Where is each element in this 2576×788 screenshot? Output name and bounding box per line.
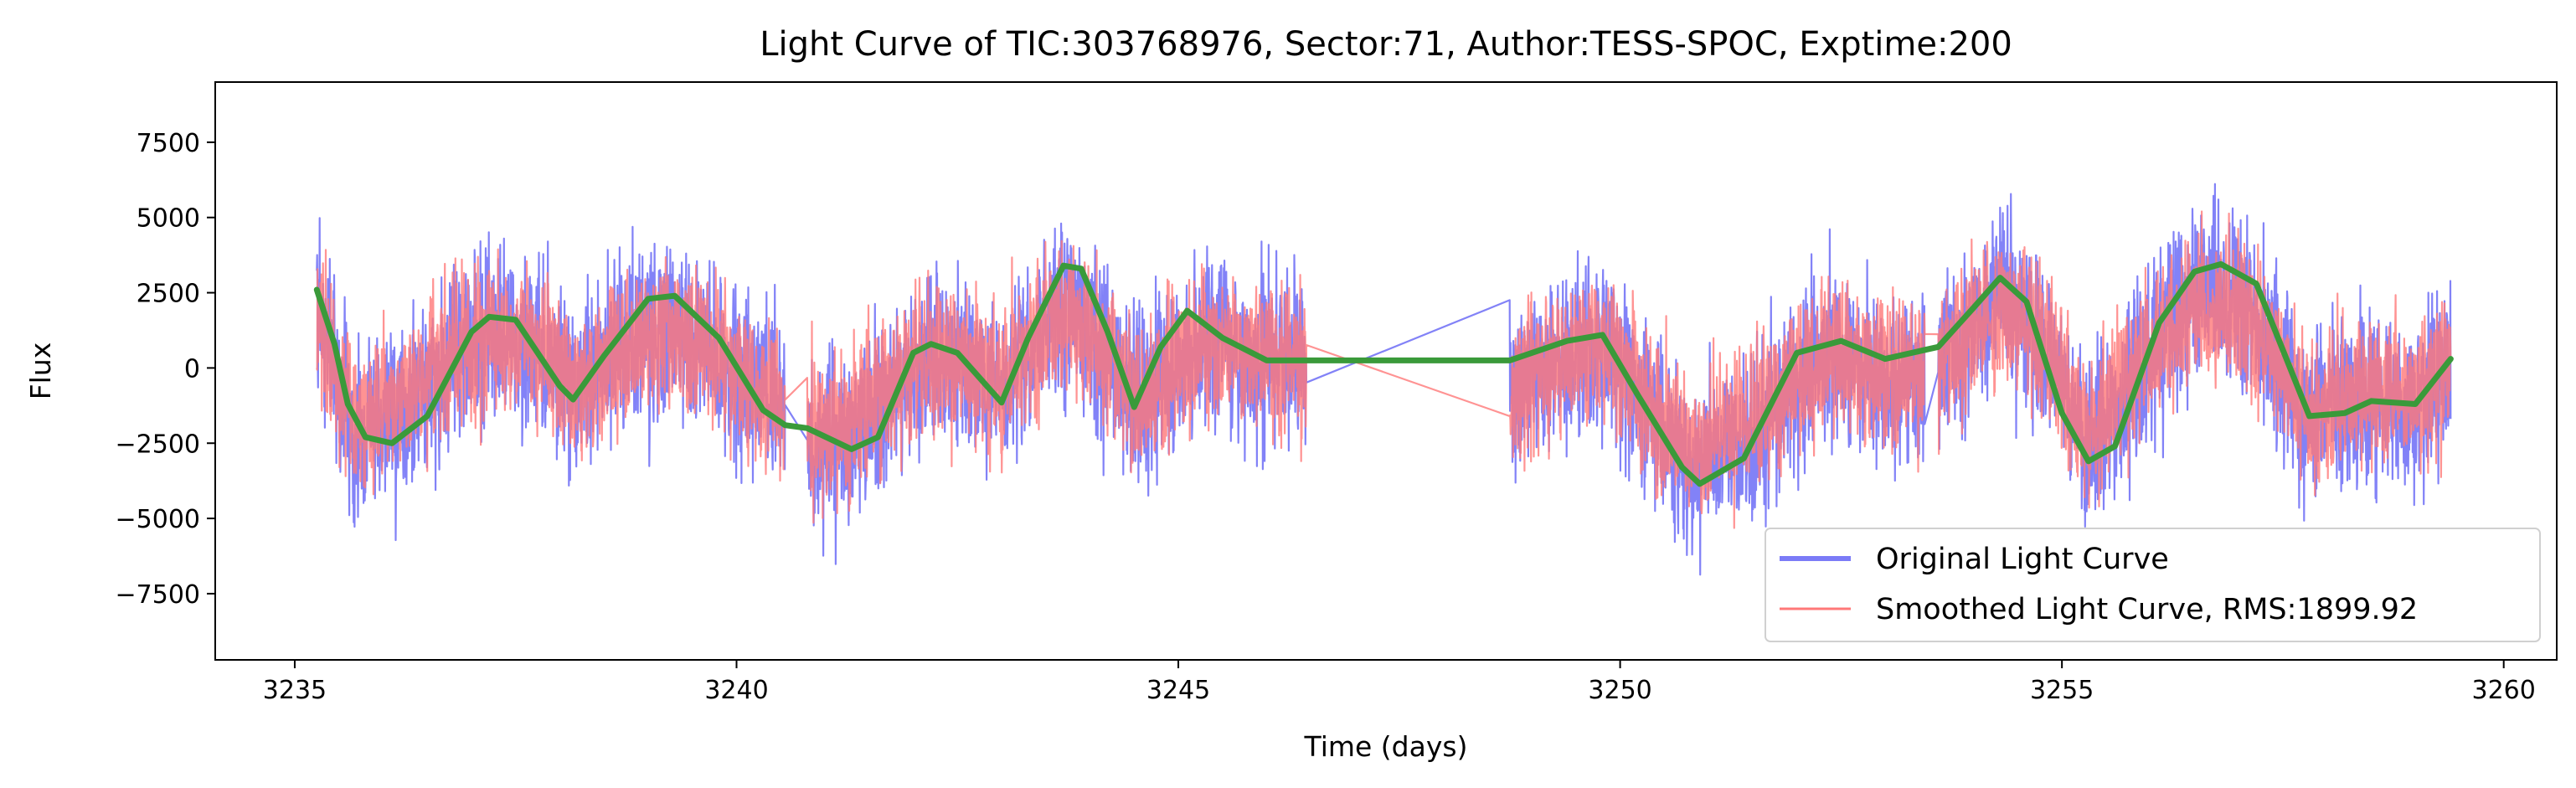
x-tick-label: 3245 [1146, 676, 1210, 705]
y-tick-label: 7500 [137, 129, 200, 158]
series-trend-line [313, 260, 2454, 487]
legend-label-smoothed: Smoothed Light Curve, RMS:1899.92 [1876, 593, 2418, 626]
y-tick-label: −2500 [116, 430, 200, 459]
y-tick-label: 0 [184, 354, 200, 384]
plot-frame [214, 81, 2558, 661]
x-tick-label: 3260 [2472, 676, 2536, 705]
x-tick-label: 3240 [704, 676, 768, 705]
y-axis: −7500 −5000 −2500 0 2500 5000 7500 [116, 129, 215, 610]
y-tick-label: 2500 [137, 280, 200, 309]
series-smoothed-line [316, 210, 2452, 529]
x-tick-label: 3255 [2030, 676, 2094, 705]
legend: Original Light Curve Smoothed Light Curv… [1765, 528, 2541, 642]
chart-title: Light Curve of TIC:303768976, Sector:71,… [760, 25, 2012, 64]
x-tick-label: 3235 [263, 676, 327, 705]
legend-box [1765, 528, 2541, 642]
x-tick-label: 3250 [1588, 676, 1651, 705]
y-axis-title: Flux [24, 342, 57, 400]
x-axis-title: Time (days) [1304, 730, 1468, 763]
legend-label-original: Original Light Curve [1876, 543, 2169, 576]
plot-area [313, 183, 2454, 576]
y-tick-label: −7500 [116, 580, 200, 610]
x-axis: 3235 3240 3245 3250 3255 3260 [263, 660, 2536, 705]
y-tick-label: −5000 [116, 505, 200, 534]
y-tick-label: 5000 [137, 204, 200, 234]
